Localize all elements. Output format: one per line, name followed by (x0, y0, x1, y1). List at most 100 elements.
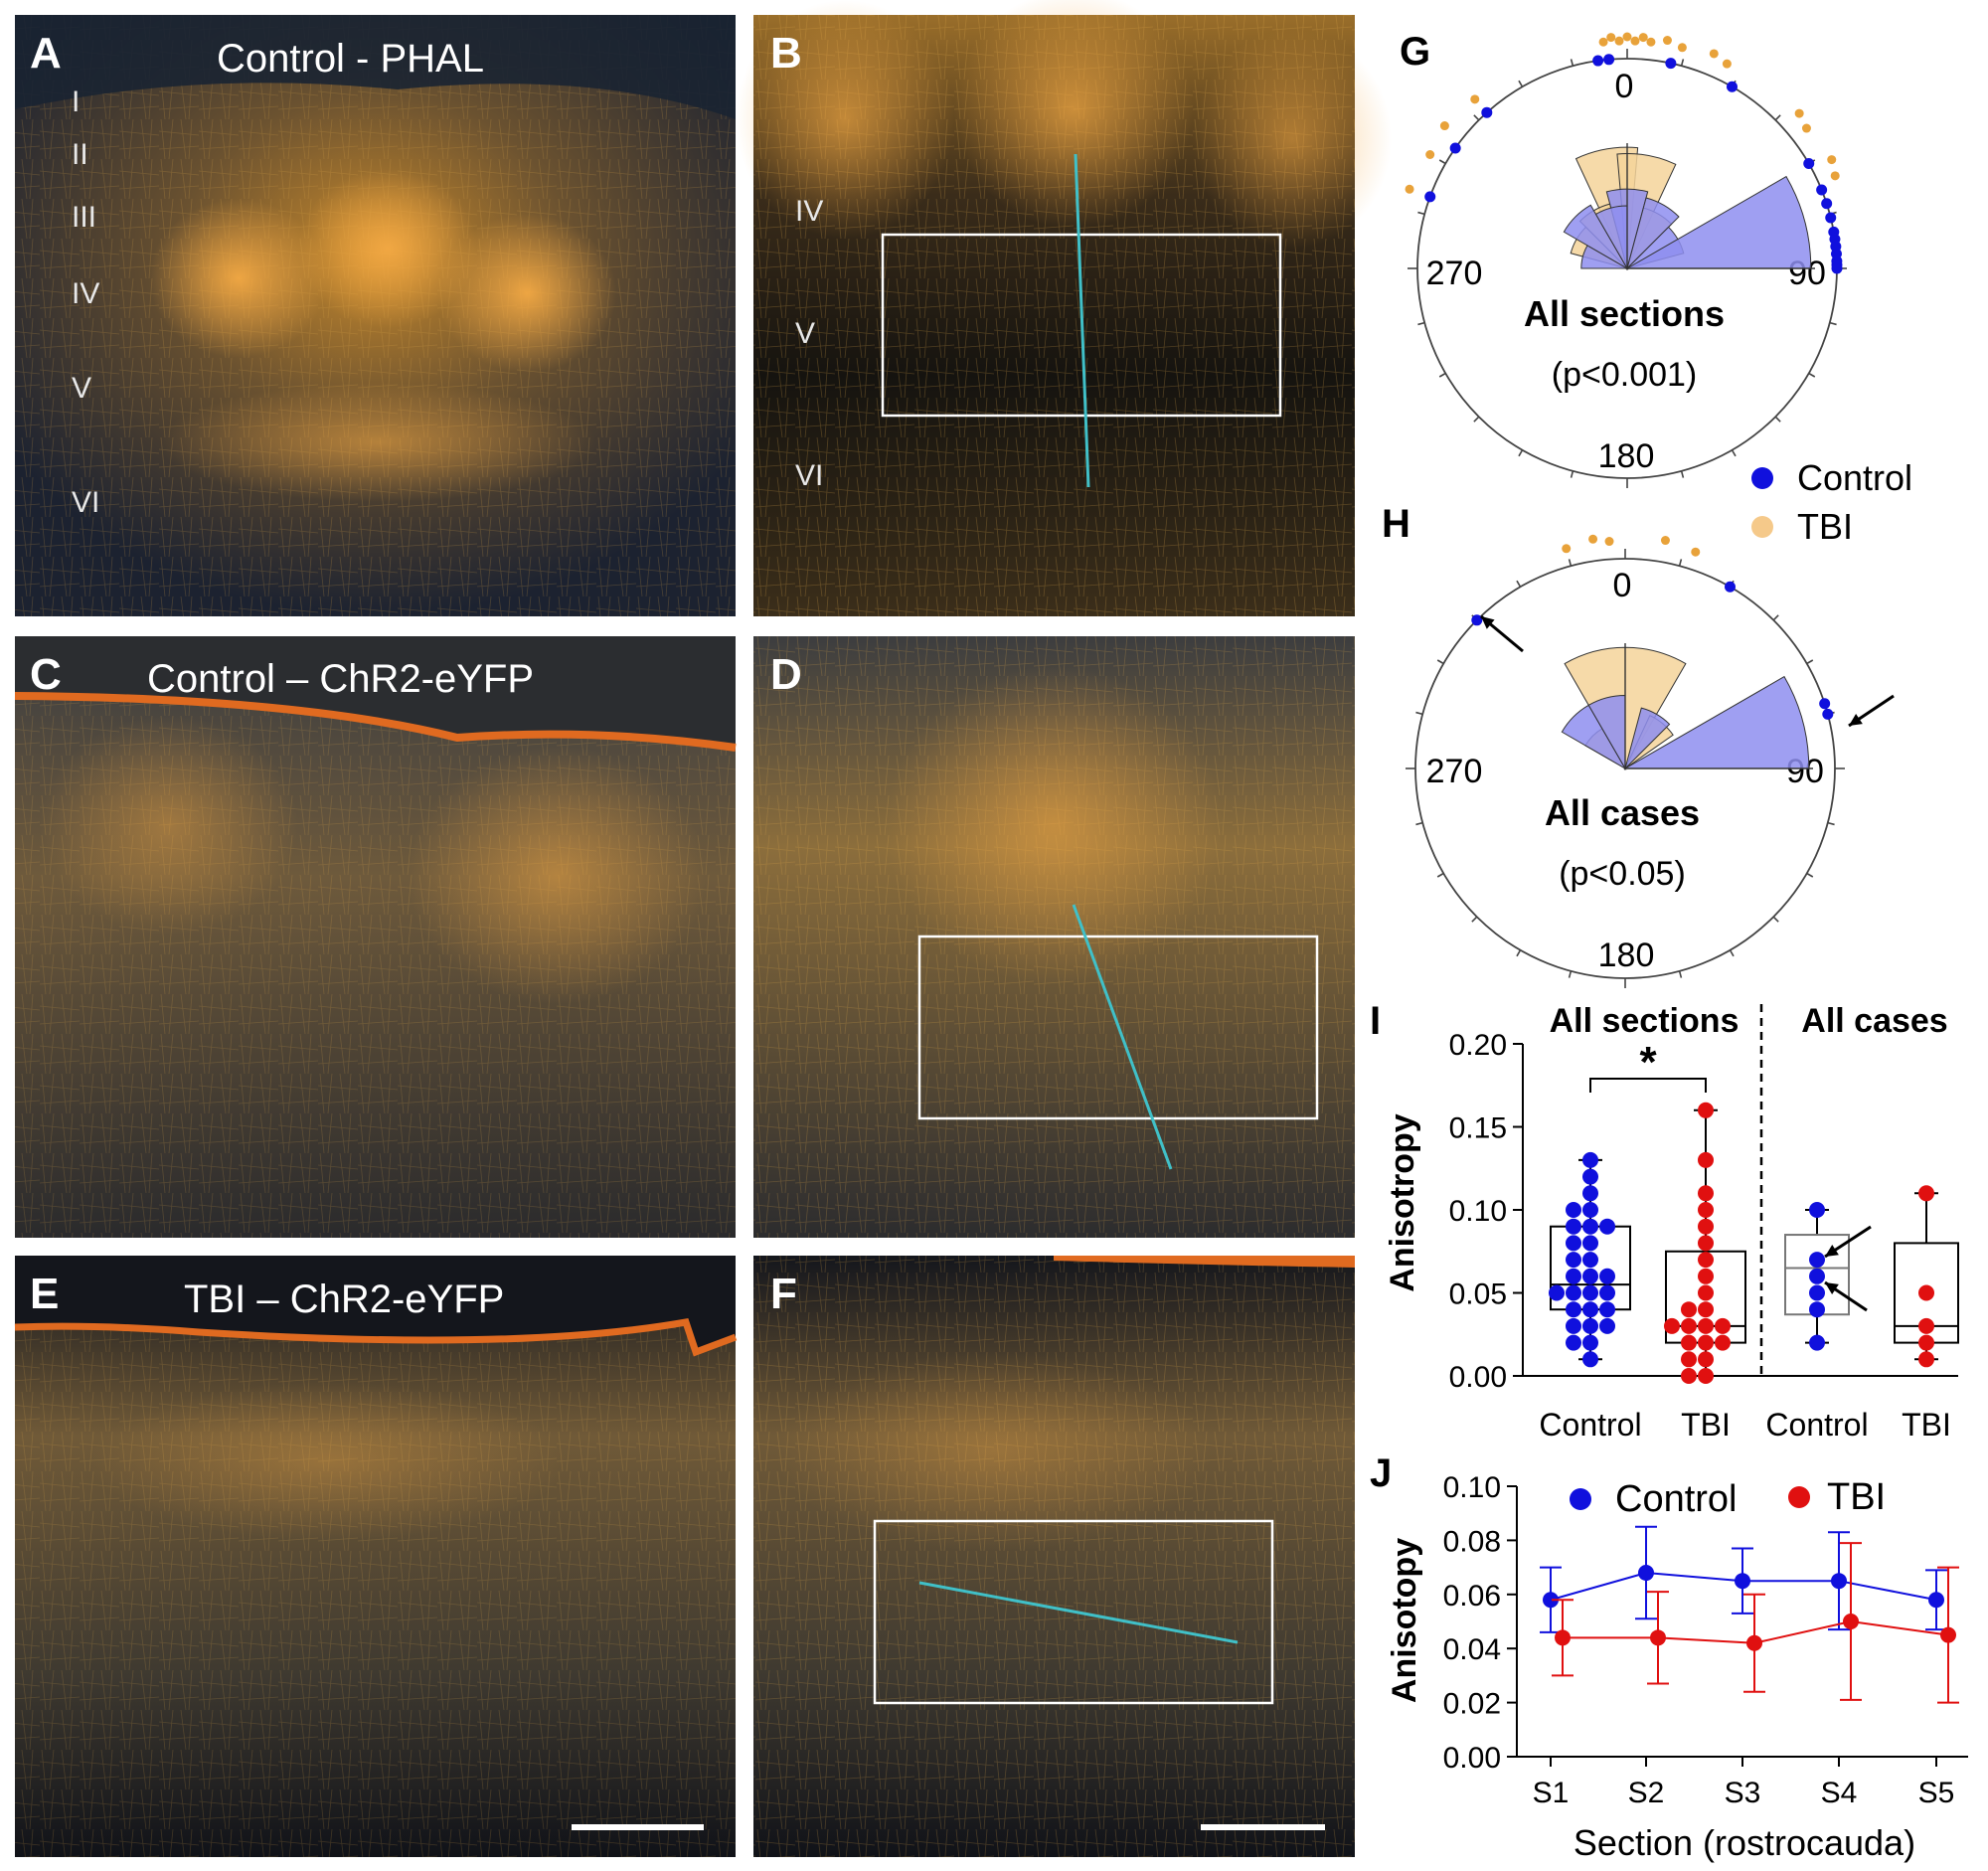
layer-label: V (795, 317, 815, 350)
barrel (885, 666, 1223, 984)
barrel (1193, 30, 1392, 249)
polar-tick (1415, 711, 1423, 716)
data-point-tbi (1698, 1351, 1714, 1368)
pial-surface (1054, 1256, 1355, 1268)
panel-title-e: TBI – ChR2-eYFP (184, 1277, 504, 1321)
polar-tick (1473, 416, 1480, 423)
polar-tick (1570, 59, 1574, 67)
polar-tick (1518, 449, 1524, 457)
rose-dot-tbi (1604, 537, 1614, 547)
group-label: All sections (1550, 1002, 1740, 1040)
significance-bracket (1589, 1078, 1707, 1093)
series-control-point (1831, 1573, 1847, 1590)
group-label: All cases (1801, 1002, 1947, 1040)
series-tbi-point (1843, 1614, 1859, 1629)
barrel (149, 199, 328, 358)
pial-surface (14, 692, 737, 752)
data-point-control (1809, 1284, 1825, 1301)
rose-dot-tbi (1598, 37, 1608, 47)
polar-tick (1516, 949, 1522, 957)
data-point-tbi (1681, 1351, 1697, 1368)
polar-tick (1417, 211, 1425, 216)
panel-f: F (753, 1256, 1355, 1857)
series-control-point (1735, 1573, 1750, 1590)
data-point-control (1566, 1235, 1581, 1252)
rose-dot-tbi (1827, 155, 1837, 165)
y-tick-label: 0.15 (1449, 1112, 1507, 1145)
panel-letter-f: F (770, 1270, 797, 1318)
rose-dot-control (1819, 698, 1831, 710)
barrel (40, 716, 298, 935)
data-point-control (1809, 1301, 1825, 1318)
data-point-control (1582, 1317, 1598, 1334)
panel-d: D (753, 636, 1355, 1238)
panel-letter-d: D (770, 650, 802, 699)
panel-letter-g: G (1400, 30, 1430, 74)
data-point-tbi (1681, 1301, 1697, 1318)
panel-letter-i: I (1370, 999, 1381, 1043)
panel-letter-e: E (30, 1270, 59, 1318)
fiber-band (89, 1382, 567, 1541)
angle-label-0: 0 (1613, 567, 1632, 604)
series-control-point (1638, 1565, 1654, 1582)
data-point-tbi (1681, 1368, 1697, 1384)
rose-pvalue-g: (p<0.001) (1552, 356, 1698, 394)
data-point-tbi (1918, 1185, 1934, 1202)
orientation-line (1074, 153, 1090, 488)
legend-gh: Control TBI (1751, 457, 1912, 547)
rose-dot-tbi (1691, 547, 1701, 557)
rose-dot-tbi (1470, 94, 1480, 104)
line-chart-j: J 0.00 0.02 0.04 0.06 0.08 0.10 S1 S2 S3 S4 S5Sect… (1370, 1451, 1968, 1863)
polar-tick (1516, 580, 1522, 588)
data-point-tbi (1918, 1334, 1934, 1351)
data-point-tbi (1664, 1317, 1680, 1334)
rose-dot-tbi (1709, 49, 1719, 59)
barrel (736, 0, 954, 239)
data-point-control (1809, 1252, 1825, 1269)
rose-dot-control (1803, 158, 1815, 169)
panel-e: E TBI – ChR2-eYFP (14, 1256, 738, 1857)
legend-marker-tbi (1788, 1486, 1810, 1508)
rose-dot-tbi (1801, 123, 1811, 133)
rose-dot-tbi (1677, 43, 1687, 53)
polar-tick (1518, 80, 1524, 87)
y-tick-label: 0.02 (1443, 1688, 1501, 1721)
polar-tick (1568, 559, 1573, 567)
data-point-control (1582, 1168, 1598, 1185)
rose-label-g: All sections (1524, 293, 1725, 334)
background-dark (15, 636, 736, 746)
x-tick-label: S3 (1725, 1777, 1761, 1809)
panel-title-a: Control - PHAL (217, 37, 484, 81)
data-point-tbi (1715, 1334, 1731, 1351)
data-point-control (1566, 1301, 1581, 1318)
panel-letter-h: H (1382, 502, 1410, 546)
data-point-tbi (1698, 1252, 1714, 1269)
panel-b: B IV V VI (736, 0, 1392, 616)
annotation-arrowhead (1481, 616, 1495, 629)
layer-label: IV (795, 195, 823, 228)
rose-dot-tbi (1660, 536, 1670, 546)
y-tick-label: 0.04 (1443, 1633, 1501, 1666)
legend-marker-control (1570, 1488, 1591, 1510)
data-point-tbi (1698, 1317, 1714, 1334)
rose-label-h: All cases (1545, 792, 1700, 833)
rose-dot-tbi (1630, 36, 1640, 46)
data-point-control (1566, 1252, 1581, 1269)
y-tick-label: 0.10 (1449, 1195, 1507, 1228)
background-dark (15, 1256, 736, 1352)
legend-label-tbi: TBI (1827, 1476, 1886, 1518)
polar-tick (1568, 970, 1573, 978)
y-tick-label: 0.00 (1449, 1361, 1507, 1394)
polar-tick (1473, 114, 1480, 121)
fiber-band (775, 1352, 1213, 1551)
layer-label: I (72, 85, 80, 118)
series-tbi-point (1746, 1634, 1762, 1651)
rose-dot-control (1821, 198, 1833, 210)
panel-a: A Control - PHAL I II III IV V VI (15, 15, 736, 616)
rose-dot-control (1665, 58, 1677, 70)
legend-marker-control (1751, 467, 1773, 489)
data-point-tbi (1698, 1218, 1714, 1235)
series-control-point (1543, 1592, 1559, 1609)
data-point-tbi (1698, 1151, 1714, 1168)
barrel (298, 169, 477, 328)
